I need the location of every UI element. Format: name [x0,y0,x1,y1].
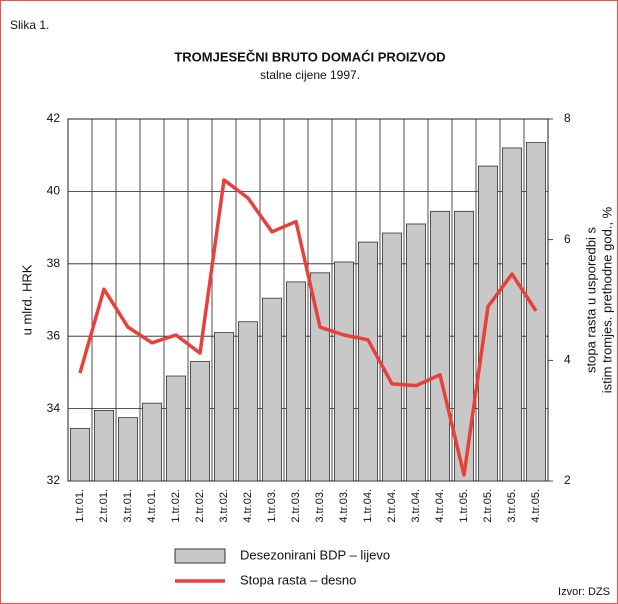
legend-label: Desezonirani BDP – lijevo [240,547,390,562]
x-tick-label: 1.tr.04. [362,489,374,523]
x-tick-label: 2.tr.03. [290,489,302,523]
x-tick-label: 3.tr.01. [122,489,134,523]
y2-axis-label: stopa rasta u usporedbi s [583,227,598,373]
y2-tick-label: 8 [564,111,571,125]
bar [453,210,474,482]
x-tick-label: 3.tr.02. [218,489,230,523]
x-tick-label: 1.tr.02. [170,489,182,523]
bar [405,223,426,482]
bar [333,261,354,482]
x-tick-label: 4.tr.01. [146,489,158,523]
bar [237,321,258,482]
y2-tick-label: 4 [564,353,571,367]
x-tick-label: 4.tr.04. [434,489,446,523]
chart-subtitle: stalne cijene 1997. [260,68,360,82]
y-tick-label: 38 [47,256,61,270]
y-tick-label: 40 [47,184,61,198]
bar [94,410,115,482]
x-tick-label: 3.tr.03. [314,489,326,523]
x-tick-label: 2.tr.05. [482,489,494,523]
x-tick-label: 2.tr.04. [386,489,398,523]
bar [526,142,547,482]
bar [213,332,234,482]
bar [189,361,210,482]
bar [477,165,498,482]
y-tick-label: 34 [47,401,61,415]
x-tick-label: 3.tr.05. [506,489,518,523]
bar [261,297,282,482]
bar [141,402,162,482]
x-tick-label: 4.tr.03. [338,489,350,523]
bar [309,272,330,482]
bar [165,375,186,482]
x-tick-label: 4.tr.05. [530,489,542,523]
x-tick-label: 1.tr.05. [458,489,470,523]
bar [70,428,91,482]
y-tick-label: 36 [47,328,61,342]
y-axis-label: u mlrd. HRK [19,264,34,335]
x-tick-label: 2.tr.02. [194,489,206,523]
bar [501,147,522,482]
x-tick-label: 3.tr.04. [410,489,422,523]
x-tick-label: 2.tr.01. [98,489,110,523]
y2-tick-label: 2 [564,473,571,487]
legend-swatch [174,548,226,564]
legend-label: Stopa rasta – desno [240,572,356,587]
chart-title: TROMJESEČNI BRUTO DOMAĆI PROIZVOD [174,49,445,64]
bar [381,232,402,482]
y2-axis-label: istim tromjes. prethodne god., % [599,206,614,393]
bar [429,210,450,482]
figure-label: Slika 1. [10,18,49,32]
source: Izvor: DZS [558,586,610,598]
x-tick-label: 1.tr.03. [266,489,278,523]
y2-tick-label: 6 [564,232,571,246]
x-tick-label: 4.tr.02. [242,489,254,523]
bar [357,241,378,482]
line [78,178,538,477]
y-tick-label: 32 [47,473,61,487]
y-tick-label: 42 [47,111,61,125]
x-tick-label: 1.tr.01. [74,489,86,523]
bar [118,417,139,482]
bar [285,281,306,482]
